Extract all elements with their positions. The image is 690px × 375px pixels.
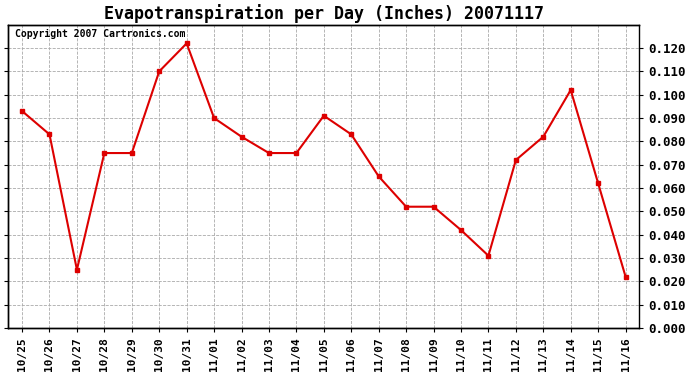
Title: Evapotranspiration per Day (Inches) 20071117: Evapotranspiration per Day (Inches) 2007…: [104, 4, 544, 23]
Text: Copyright 2007 Cartronics.com: Copyright 2007 Cartronics.com: [14, 29, 185, 39]
